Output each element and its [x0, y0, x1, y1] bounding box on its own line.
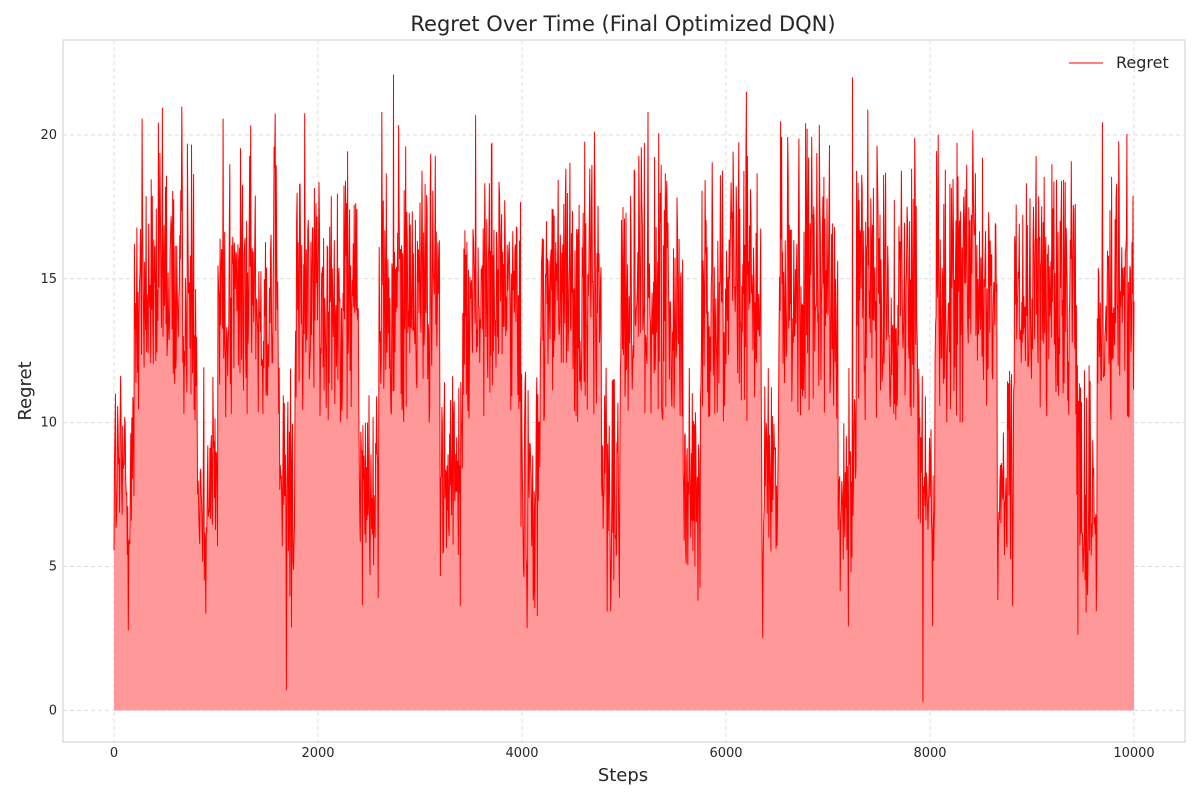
x-tick-label: 2000 [301, 746, 334, 761]
y-tick-label: 20 [40, 128, 57, 143]
y-tick-label: 5 [49, 560, 57, 575]
x-tick-label: 10000 [1113, 746, 1154, 761]
legend-label-regret: Regret [1116, 53, 1169, 72]
regret-area-fill [114, 74, 1134, 711]
y-axis-ticks: 0 5 10 15 20 [40, 128, 57, 718]
x-tick-label: 8000 [913, 746, 946, 761]
legend: Regret [1069, 53, 1169, 72]
y-tick-label: 15 [40, 272, 57, 287]
chart-title: Regret Over Time (Final Optimized DQN) [410, 12, 835, 36]
regret-series-line [113, 74, 1135, 702]
x-axis-ticks: 0 2000 4000 6000 8000 10000 [110, 746, 1155, 761]
x-tick-label: 4000 [505, 746, 538, 761]
x-axis-label: Steps [598, 765, 648, 786]
y-tick-label: 0 [49, 703, 57, 718]
x-tick-label: 6000 [709, 746, 742, 761]
y-axis-label: Regret [15, 361, 36, 420]
y-tick-label: 10 [40, 416, 57, 431]
x-tick-label: 0 [110, 746, 118, 761]
